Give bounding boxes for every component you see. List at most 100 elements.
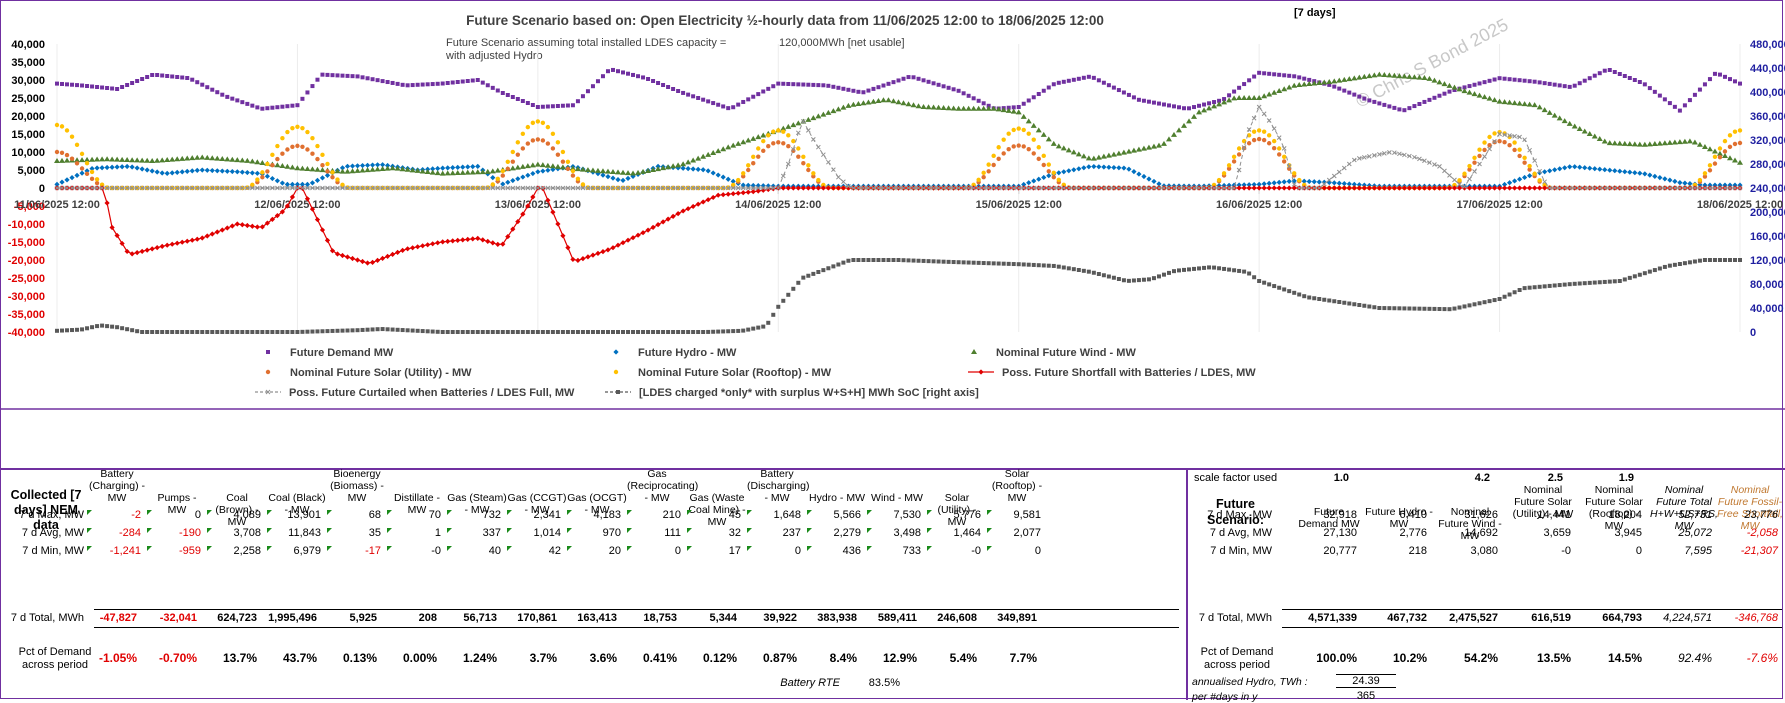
series-point-curtailed	[1517, 134, 1522, 140]
legend-marker	[265, 389, 271, 395]
series-point-ldes-soc	[1577, 281, 1582, 286]
legend-label: Poss. Future Curtailed when Batteries / …	[289, 387, 575, 399]
series-point-curtailed	[1276, 135, 1282, 140]
cell-marker	[567, 546, 572, 551]
series-point-curtailed	[189, 185, 195, 191]
series-point-demand	[646, 77, 651, 81]
series-point-curtailed	[1031, 185, 1037, 191]
series-point-ldes-soc	[1262, 280, 1267, 285]
series-point-wind	[1446, 82, 1453, 88]
series-point-curtailed	[670, 185, 676, 191]
series-point-curtailed	[104, 185, 110, 191]
series-point-shortfall	[1456, 185, 1463, 191]
series-point-solar-utility	[766, 144, 771, 149]
series-point-ldes-soc	[1282, 287, 1287, 292]
future-column-header: Nominal Future Solar (Rooftop) - MW	[1585, 484, 1643, 532]
series-point-demand	[816, 83, 821, 88]
series-point-demand	[1332, 84, 1337, 89]
series-point-shortfall	[1542, 185, 1548, 191]
series-point-shortfall	[249, 223, 255, 229]
nem-table-title: Collected [7 days] NEM data	[10, 488, 82, 532]
series-point-ldes-soc	[786, 292, 791, 297]
series-point-shortfall	[700, 199, 706, 205]
series-point-shortfall	[785, 185, 791, 191]
y-left-tick-label: -10,000	[8, 219, 45, 231]
series-point-curtailed	[124, 185, 130, 191]
series-point-curtailed	[1417, 156, 1422, 162]
future-total-cell: 616,519	[1531, 612, 1571, 624]
series-point-shortfall	[635, 232, 641, 238]
series-point-demand	[1557, 83, 1562, 88]
series-point-demand	[841, 86, 846, 91]
series-point-wind	[840, 104, 847, 110]
series-point-hydro	[224, 168, 230, 174]
series-point-wind	[995, 106, 1002, 112]
series-point-wind	[1721, 153, 1728, 159]
series-point-shortfall	[1281, 185, 1287, 191]
series-point-hydro	[1061, 169, 1067, 175]
series-point-hydro	[1612, 168, 1618, 174]
series-point-wind	[1165, 136, 1172, 142]
series-point-demand	[455, 80, 460, 84]
series-point-curtailed	[1341, 165, 1347, 171]
series-point-solar-rooftop	[79, 151, 85, 157]
series-point-ldes-soc	[535, 330, 540, 334]
series-point-wind	[359, 167, 366, 173]
series-point-ldes-soc	[185, 330, 190, 334]
series-point-ldes-soc	[1207, 265, 1212, 270]
series-point-demand	[435, 81, 440, 86]
series-point-ldes-soc	[465, 330, 470, 334]
series-point-demand	[385, 80, 390, 85]
series-point-hydro	[1056, 170, 1062, 176]
series-point-ldes-soc	[100, 323, 105, 328]
total-cell: 170,861	[517, 612, 557, 624]
series-point-curtailed	[1086, 185, 1092, 191]
series-point-hydro	[1251, 181, 1257, 188]
series-point-solar-utility	[1266, 141, 1272, 146]
series-point-curtailed	[1366, 154, 1372, 159]
series-point-solar-rooftop	[1026, 131, 1031, 136]
series-point-ldes-soc	[1612, 279, 1617, 284]
series-point-wind	[569, 165, 576, 171]
series-point-ldes-soc	[490, 330, 495, 334]
series-point-demand	[886, 81, 891, 86]
series-point-demand	[1612, 70, 1617, 74]
series-point-hydro	[1552, 167, 1558, 173]
table-cell: 237	[782, 527, 801, 539]
series-point-solar-utility	[1046, 169, 1051, 174]
series-point-solar-utility	[996, 156, 1001, 162]
series-point-solar-utility	[1016, 143, 1021, 148]
series-point-wind	[935, 104, 942, 110]
cell-marker	[627, 528, 632, 533]
series-point-wind	[414, 167, 421, 173]
series-point-hydro	[1076, 166, 1082, 172]
legend-label: Future Demand MW	[290, 347, 394, 359]
series-point-curtailed	[1727, 185, 1733, 191]
total-cell: 208	[418, 612, 437, 624]
series-point-ldes-soc	[385, 327, 390, 332]
table-cell: 1,648	[773, 509, 801, 521]
series-point-curtailed	[1186, 185, 1192, 191]
legend-label: Nominal Future Wind - MW	[996, 347, 1136, 359]
series-point-curtailed	[1116, 185, 1122, 191]
series-point-curtailed	[154, 185, 160, 191]
series-point-wind	[890, 98, 897, 104]
series-point-hydro	[144, 167, 150, 173]
series-point-hydro	[435, 165, 441, 172]
series-point-solar-rooftop	[976, 177, 981, 182]
series-point-curtailed	[876, 185, 881, 191]
series-point-shortfall	[1461, 185, 1468, 191]
future-table-cell: 6,410	[1399, 509, 1427, 521]
series-point-curtailed	[1677, 185, 1683, 191]
series-point-curtailed	[1071, 185, 1077, 191]
series-point-curtailed	[770, 185, 776, 191]
row-label: 7 d Avg, MW	[21, 527, 84, 539]
series-point-solar-rooftop	[1211, 182, 1217, 188]
series-point-wind	[494, 167, 501, 173]
series-point-wind	[620, 169, 627, 175]
series-point-solar-utility	[1271, 145, 1277, 151]
y-right-tick-label: 320,000	[1750, 135, 1785, 147]
series-point-ldes-soc	[691, 330, 696, 334]
series-point-demand	[1662, 97, 1667, 102]
cell-marker	[327, 510, 332, 515]
